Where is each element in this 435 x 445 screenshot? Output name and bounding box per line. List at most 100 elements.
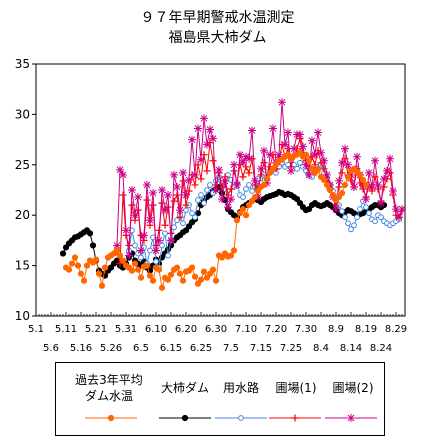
data-point	[164, 276, 172, 283]
data-point	[344, 173, 352, 180]
data-point	[185, 175, 193, 184]
data-point	[335, 176, 343, 185]
data-point	[344, 160, 352, 169]
data-point	[357, 206, 363, 213]
data-point	[116, 165, 124, 174]
y-tick-label: 25	[15, 158, 30, 172]
data-point	[68, 260, 76, 267]
data-point	[201, 200, 207, 207]
data-point	[128, 201, 136, 209]
data-point	[281, 140, 289, 149]
data-point	[269, 165, 277, 172]
data-point	[162, 230, 168, 237]
x-tick-label-top: 7.30	[295, 324, 317, 335]
data-point	[236, 150, 244, 159]
data-point	[378, 214, 384, 221]
data-point	[386, 154, 394, 163]
data-point	[335, 193, 343, 201]
data-point	[383, 166, 391, 175]
data-point	[218, 254, 226, 261]
data-point	[257, 164, 265, 173]
data-point	[188, 135, 196, 144]
data-point	[113, 241, 121, 250]
data-point	[332, 205, 340, 214]
x-tick-label-top: 8.19	[355, 324, 377, 335]
data-point	[86, 230, 94, 237]
data-point	[365, 168, 373, 177]
data-point	[167, 271, 175, 278]
data-point	[191, 273, 199, 280]
data-point	[242, 152, 250, 161]
legend-marker	[291, 414, 299, 422]
data-point	[308, 165, 316, 172]
data-point	[197, 155, 205, 164]
data-point	[287, 166, 295, 175]
data-point	[366, 210, 372, 217]
data-point	[188, 264, 196, 271]
data-point	[227, 252, 235, 259]
data-point	[77, 270, 85, 277]
chart-title-line1: ９７年早期警戒水温測定	[140, 10, 295, 26]
data-point	[266, 169, 274, 176]
data-point	[305, 170, 313, 179]
data-point	[389, 187, 397, 196]
data-point	[143, 180, 151, 189]
data-point	[212, 186, 220, 194]
data-point	[107, 264, 115, 271]
data-point	[173, 191, 181, 199]
data-point	[314, 128, 322, 137]
data-point	[351, 222, 357, 229]
data-point	[176, 213, 184, 221]
data-point	[311, 161, 319, 169]
x-tick-label-top: 6.20	[175, 324, 197, 335]
data-point	[200, 268, 208, 275]
data-point	[215, 165, 223, 174]
data-point	[362, 181, 370, 189]
data-point	[224, 191, 232, 199]
data-point	[182, 191, 190, 200]
data-point	[203, 167, 211, 175]
data-point	[206, 125, 214, 134]
x-tick-label-bottom: 5.6	[43, 343, 59, 354]
data-point	[161, 221, 169, 229]
data-point	[83, 262, 91, 269]
data-point	[128, 267, 136, 274]
data-point	[251, 176, 259, 185]
data-point	[251, 193, 259, 201]
data-point	[338, 189, 346, 197]
data-point	[305, 206, 313, 213]
data-point	[125, 251, 133, 260]
data-point	[296, 200, 304, 207]
data-point	[296, 130, 304, 139]
data-point	[191, 170, 199, 179]
data-point	[164, 191, 172, 200]
data-point	[297, 159, 303, 166]
data-point	[155, 236, 163, 245]
data-point	[323, 170, 331, 179]
data-point	[395, 213, 403, 222]
data-point	[122, 226, 130, 235]
data-point	[198, 192, 204, 198]
data-point	[194, 280, 202, 287]
data-point	[176, 270, 184, 277]
data-point	[248, 126, 256, 135]
data-point	[338, 169, 346, 177]
data-point	[203, 274, 211, 281]
y-tick-label: 30	[15, 107, 30, 121]
data-point	[248, 197, 256, 205]
data-point	[143, 262, 151, 269]
data-point	[354, 214, 360, 221]
data-point	[239, 173, 247, 181]
data-point	[302, 160, 310, 169]
data-point	[302, 151, 310, 158]
data-point	[74, 262, 82, 269]
data-point	[179, 168, 187, 177]
data-point	[138, 254, 144, 261]
data-point	[239, 158, 247, 167]
data-point	[147, 247, 153, 254]
series-0	[62, 149, 370, 291]
data-point	[356, 171, 364, 178]
x-tick-label-top: 8.29	[385, 324, 407, 335]
data-point	[197, 276, 205, 283]
plot-series	[59, 98, 406, 291]
